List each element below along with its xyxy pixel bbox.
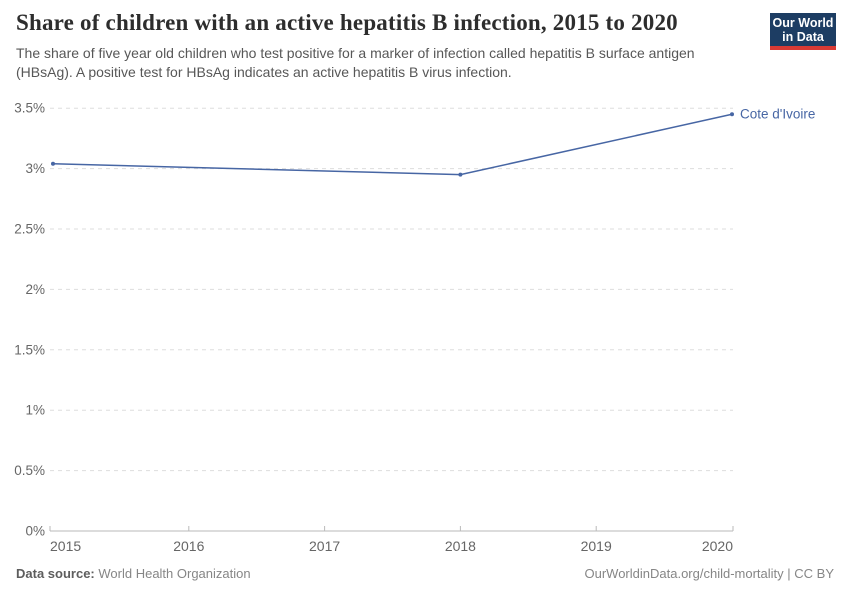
data-source-label: Data source: bbox=[16, 566, 95, 581]
x-axis-tick-label: 2018 bbox=[445, 538, 476, 554]
x-axis-tick-label: 2017 bbox=[309, 538, 340, 554]
data-point[interactable] bbox=[730, 112, 734, 117]
data-point[interactable] bbox=[458, 172, 463, 177]
owid-logo-line2: in Data bbox=[782, 29, 824, 44]
series-end-label: Cote d'Ivoire bbox=[740, 107, 815, 122]
chart-subtitle: The share of five year old children who … bbox=[16, 45, 695, 80]
y-axis-tick-label: 0.5% bbox=[14, 463, 45, 478]
owid-logo[interactable]: Our World in Data bbox=[770, 13, 836, 50]
x-axis-tick-label: 2020 bbox=[702, 538, 733, 554]
license-link[interactable]: OurWorldinData.org/child-mortality | CC … bbox=[584, 566, 835, 581]
chart-title: Share of children with an active hepatit… bbox=[16, 10, 678, 35]
x-axis-tick-label: 2015 bbox=[50, 538, 81, 554]
x-axis-tick-label: 2019 bbox=[581, 538, 612, 554]
y-axis-tick-label: 3% bbox=[25, 161, 45, 176]
owid-logo-line1: Our World bbox=[772, 15, 834, 30]
data-point[interactable] bbox=[51, 161, 55, 166]
y-axis-tick-label: 1.5% bbox=[14, 342, 45, 357]
y-axis-tick-label: 2.5% bbox=[14, 222, 45, 237]
data-source-value: World Health Organization bbox=[98, 566, 251, 581]
data-source: Data source: World Health Organization bbox=[16, 566, 251, 581]
chart-header: Share of children with an active hepatit… bbox=[16, 10, 750, 81]
series-line[interactable] bbox=[52, 113, 733, 176]
y-axis-tick-label: 1% bbox=[25, 403, 45, 418]
x-axis-tick-label: 2016 bbox=[173, 538, 204, 554]
y-axis-tick-label: 0% bbox=[25, 524, 45, 539]
chart-footer: Data source: World Health Organization O… bbox=[16, 566, 834, 581]
y-axis-tick-label: 3.5% bbox=[14, 101, 45, 116]
y-axis-tick-label: 2% bbox=[25, 282, 45, 297]
